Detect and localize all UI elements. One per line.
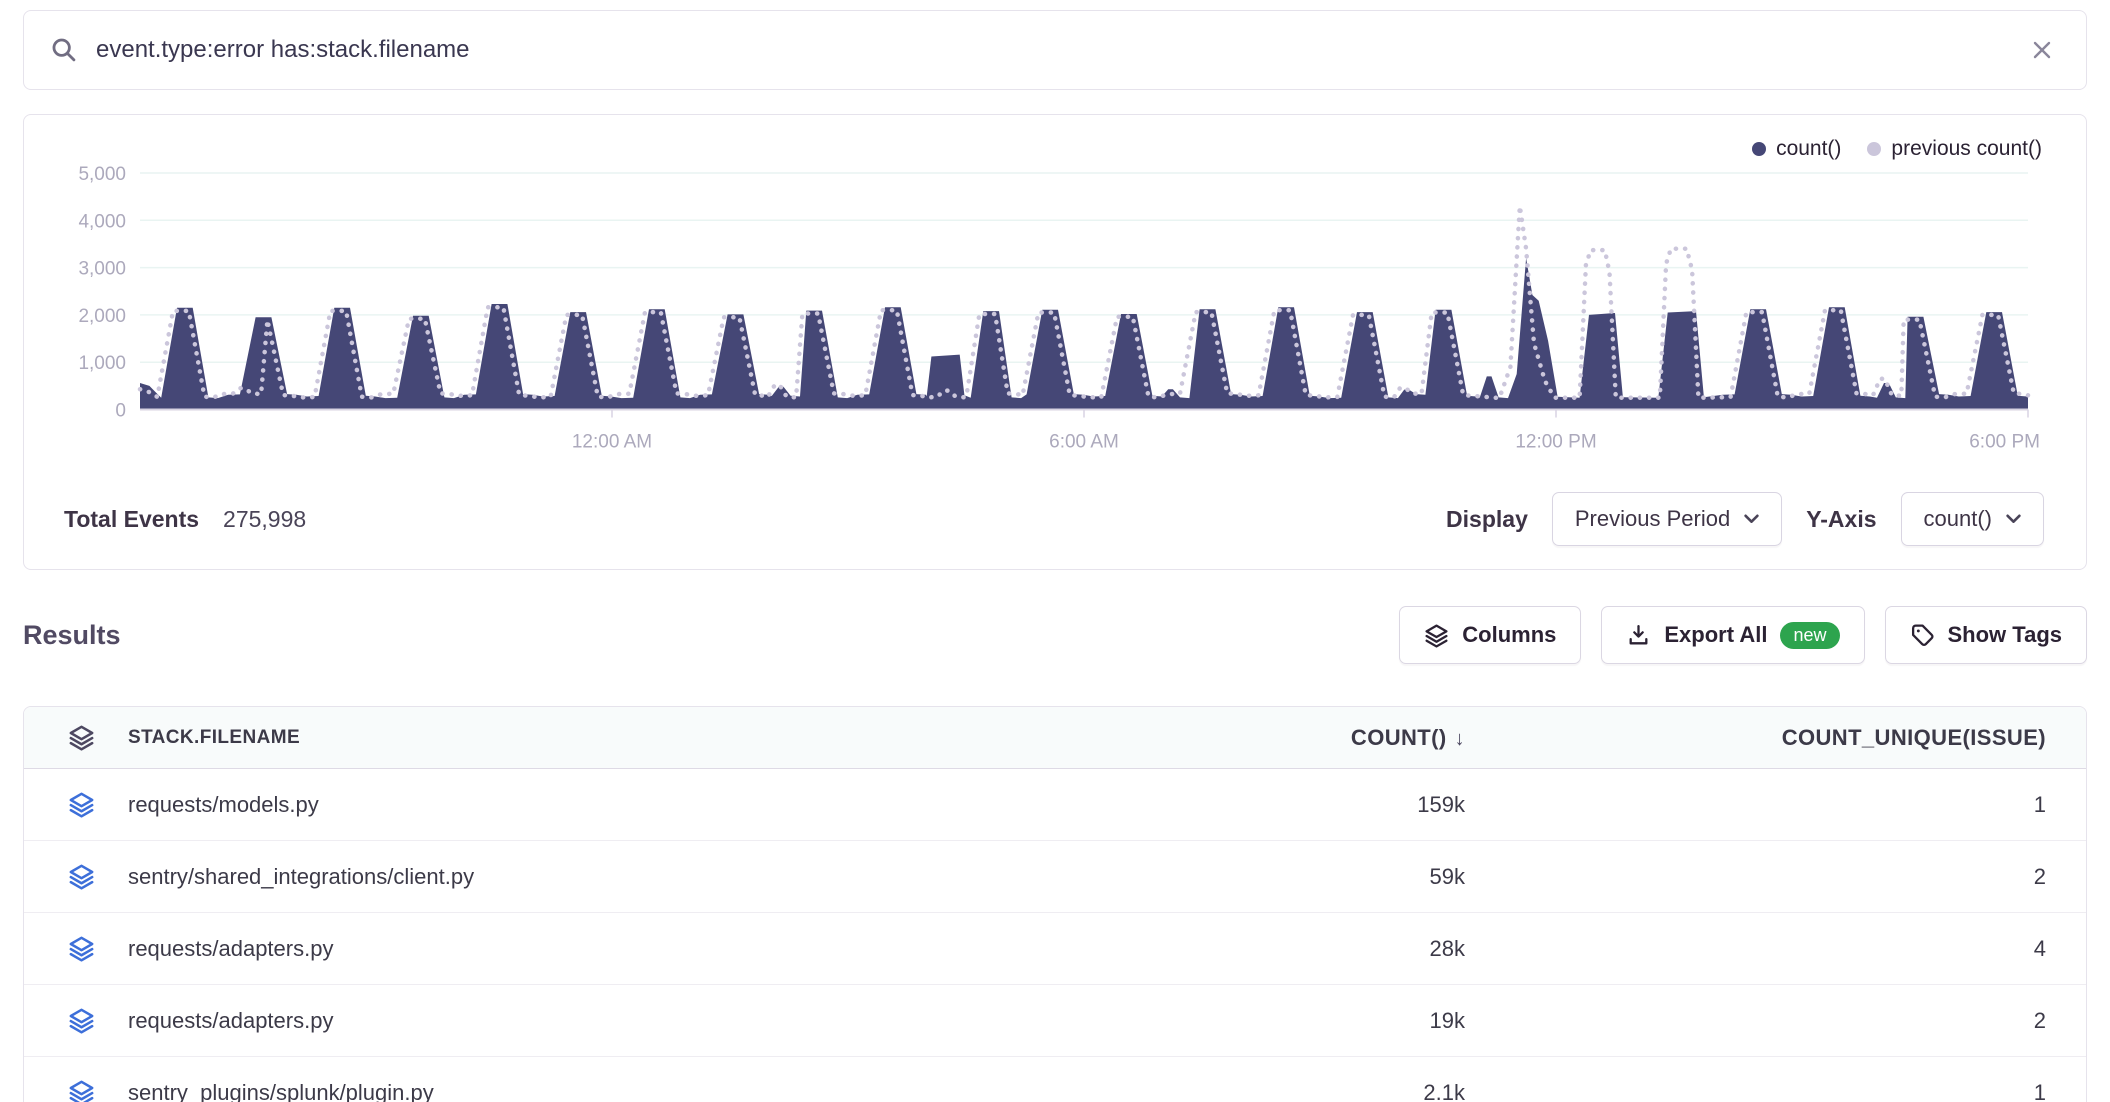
row-icon-cell	[24, 791, 102, 818]
events-chart-panel: 0 1,000 2,000 3,000 4,000 5,000 12:00 AM 6:00 A…	[23, 114, 2087, 570]
layers-icon	[68, 863, 95, 890]
count-unique-cell: 2	[2033, 1007, 2046, 1033]
column-header-stack-filename[interactable]: STACK.FILENAME	[128, 726, 301, 748]
count-cell: 2.1k	[1423, 1079, 1465, 1102]
count-unique-cell: 4	[2033, 935, 2046, 961]
yaxis-label: Y-Axis	[1806, 505, 1877, 532]
svg-text:1,000: 1,000	[78, 353, 126, 374]
legend-dot-1	[1867, 142, 1882, 156]
table-row[interactable]: requests/adapters.py 28k 4	[24, 913, 2086, 985]
count-unique-cell: 1	[2033, 1079, 2046, 1102]
count-cell: 159k	[1417, 791, 1465, 817]
legend-item-previous-count[interactable]: previous count()	[1867, 137, 2042, 161]
chart-controls: Display Previous Period Y-Axis count()	[1446, 492, 2044, 546]
yaxis-dropdown[interactable]: count()	[1900, 492, 2044, 546]
events-chart[interactable]: 0 1,000 2,000 3,000 4,000 5,000 12:00 AM 6:00 A…	[24, 115, 2085, 467]
yaxis-dropdown-value: count()	[1923, 506, 1992, 531]
total-events: Total Events 275,998	[64, 506, 306, 533]
column-header-count[interactable]: COUNT() ↓	[1171, 725, 1501, 751]
download-icon	[1626, 623, 1651, 648]
display-dropdown-value: Previous Period	[1574, 506, 1731, 531]
table-body: requests/models.py 159k 1 sentry/shared_…	[24, 769, 2086, 1102]
search-icon	[50, 36, 78, 64]
row-icon-cell	[24, 863, 102, 890]
svg-text:2,000: 2,000	[78, 306, 126, 327]
display-label: Display	[1446, 505, 1528, 532]
count-unique-cell: 1	[2033, 791, 2046, 817]
show-tags-button[interactable]: Show Tags	[1884, 606, 2087, 664]
results-title: Results	[23, 619, 121, 650]
results-table: STACK.FILENAME COUNT() ↓ COUNT_UNIQUE(ISS…	[23, 706, 2087, 1102]
search-input[interactable]: event.type:error has:stack.filename	[96, 36, 470, 63]
table-header: STACK.FILENAME COUNT() ↓ COUNT_UNIQUE(ISS…	[24, 707, 2086, 769]
column-header-count-unique[interactable]: COUNT_UNIQUE(ISSUE)	[1781, 724, 2046, 750]
results-buttons: Columns Export All new Show Tags	[1399, 606, 2087, 664]
stack-filename-cell[interactable]: sentry_plugins/splunk/plugin.py	[128, 1079, 434, 1102]
columns-button[interactable]: Columns	[1399, 606, 1582, 664]
row-icon-cell	[24, 1079, 102, 1102]
layers-icon	[68, 1007, 95, 1034]
total-events-label: Total Events	[64, 505, 200, 532]
table-row[interactable]: sentry_plugins/splunk/plugin.py 2.1k 1	[24, 1057, 2086, 1102]
table-row[interactable]: requests/adapters.py 19k 2	[24, 985, 2086, 1057]
svg-text:4,000: 4,000	[78, 211, 126, 232]
table-row[interactable]: sentry/shared_integrations/client.py 59k…	[24, 841, 2086, 913]
count-cell: 59k	[1429, 863, 1465, 889]
column-header-count-label: COUNT()	[1350, 724, 1447, 750]
chart-footer: Total Events 275,998 Display Previous Pe…	[64, 491, 2044, 547]
chevron-down-icon	[2006, 514, 2021, 524]
chevron-down-icon	[1744, 514, 1759, 524]
export-all-button-label: Export All	[1664, 622, 1768, 647]
legend-label: count()	[1776, 137, 1842, 160]
count-cell: 28k	[1429, 935, 1465, 961]
svg-text:6:00 AM: 6:00 AM	[1049, 432, 1119, 453]
svg-text:12:00 AM: 12:00 AM	[572, 432, 652, 453]
table-row[interactable]: requests/models.py 159k 1	[24, 769, 2086, 841]
search-bar: event.type:error has:stack.filename	[23, 10, 2087, 90]
layers-icon	[68, 935, 95, 962]
total-events-value: 275,998	[223, 505, 307, 532]
stack-filename-cell[interactable]: sentry/shared_integrations/client.py	[128, 863, 475, 889]
layers-icon	[68, 724, 95, 751]
svg-text:0: 0	[115, 401, 126, 422]
count-unique-cell: 2	[2033, 863, 2046, 889]
columns-button-label: Columns	[1462, 622, 1557, 647]
tag-icon	[1910, 623, 1935, 648]
export-all-button[interactable]: Export All new	[1601, 606, 1865, 664]
stack-filename-cell[interactable]: requests/adapters.py	[128, 1007, 334, 1033]
layers-icon	[68, 791, 95, 818]
row-icon-cell	[24, 1007, 102, 1034]
legend-item-count[interactable]: count()	[1752, 137, 1841, 161]
display-dropdown[interactable]: Previous Period	[1551, 492, 1783, 546]
svg-text:3,000: 3,000	[78, 259, 126, 280]
header-icon-cell	[24, 724, 102, 751]
chart-legend: count() previous count()	[1752, 137, 2042, 161]
sort-desc-icon: ↓	[1454, 727, 1465, 750]
results-bar: Results Columns Export All new Show Tags	[23, 604, 2087, 666]
row-icon-cell	[24, 935, 102, 962]
layers-icon	[1424, 623, 1449, 648]
svg-text:5,000: 5,000	[78, 164, 126, 185]
svg-text:12:00 PM: 12:00 PM	[1515, 432, 1596, 453]
legend-label: previous count()	[1891, 137, 2042, 160]
new-badge: new	[1780, 621, 1840, 649]
svg-text:6:00 PM: 6:00 PM	[1969, 432, 2040, 453]
legend-dot-0	[1752, 142, 1767, 156]
stack-filename-cell[interactable]: requests/adapters.py	[128, 935, 334, 961]
layers-icon	[68, 1079, 95, 1102]
count-cell: 19k	[1429, 1007, 1465, 1033]
show-tags-button-label: Show Tags	[1947, 622, 2063, 647]
clear-search-icon[interactable]	[2024, 32, 2060, 68]
stack-filename-cell[interactable]: requests/models.py	[128, 791, 319, 817]
